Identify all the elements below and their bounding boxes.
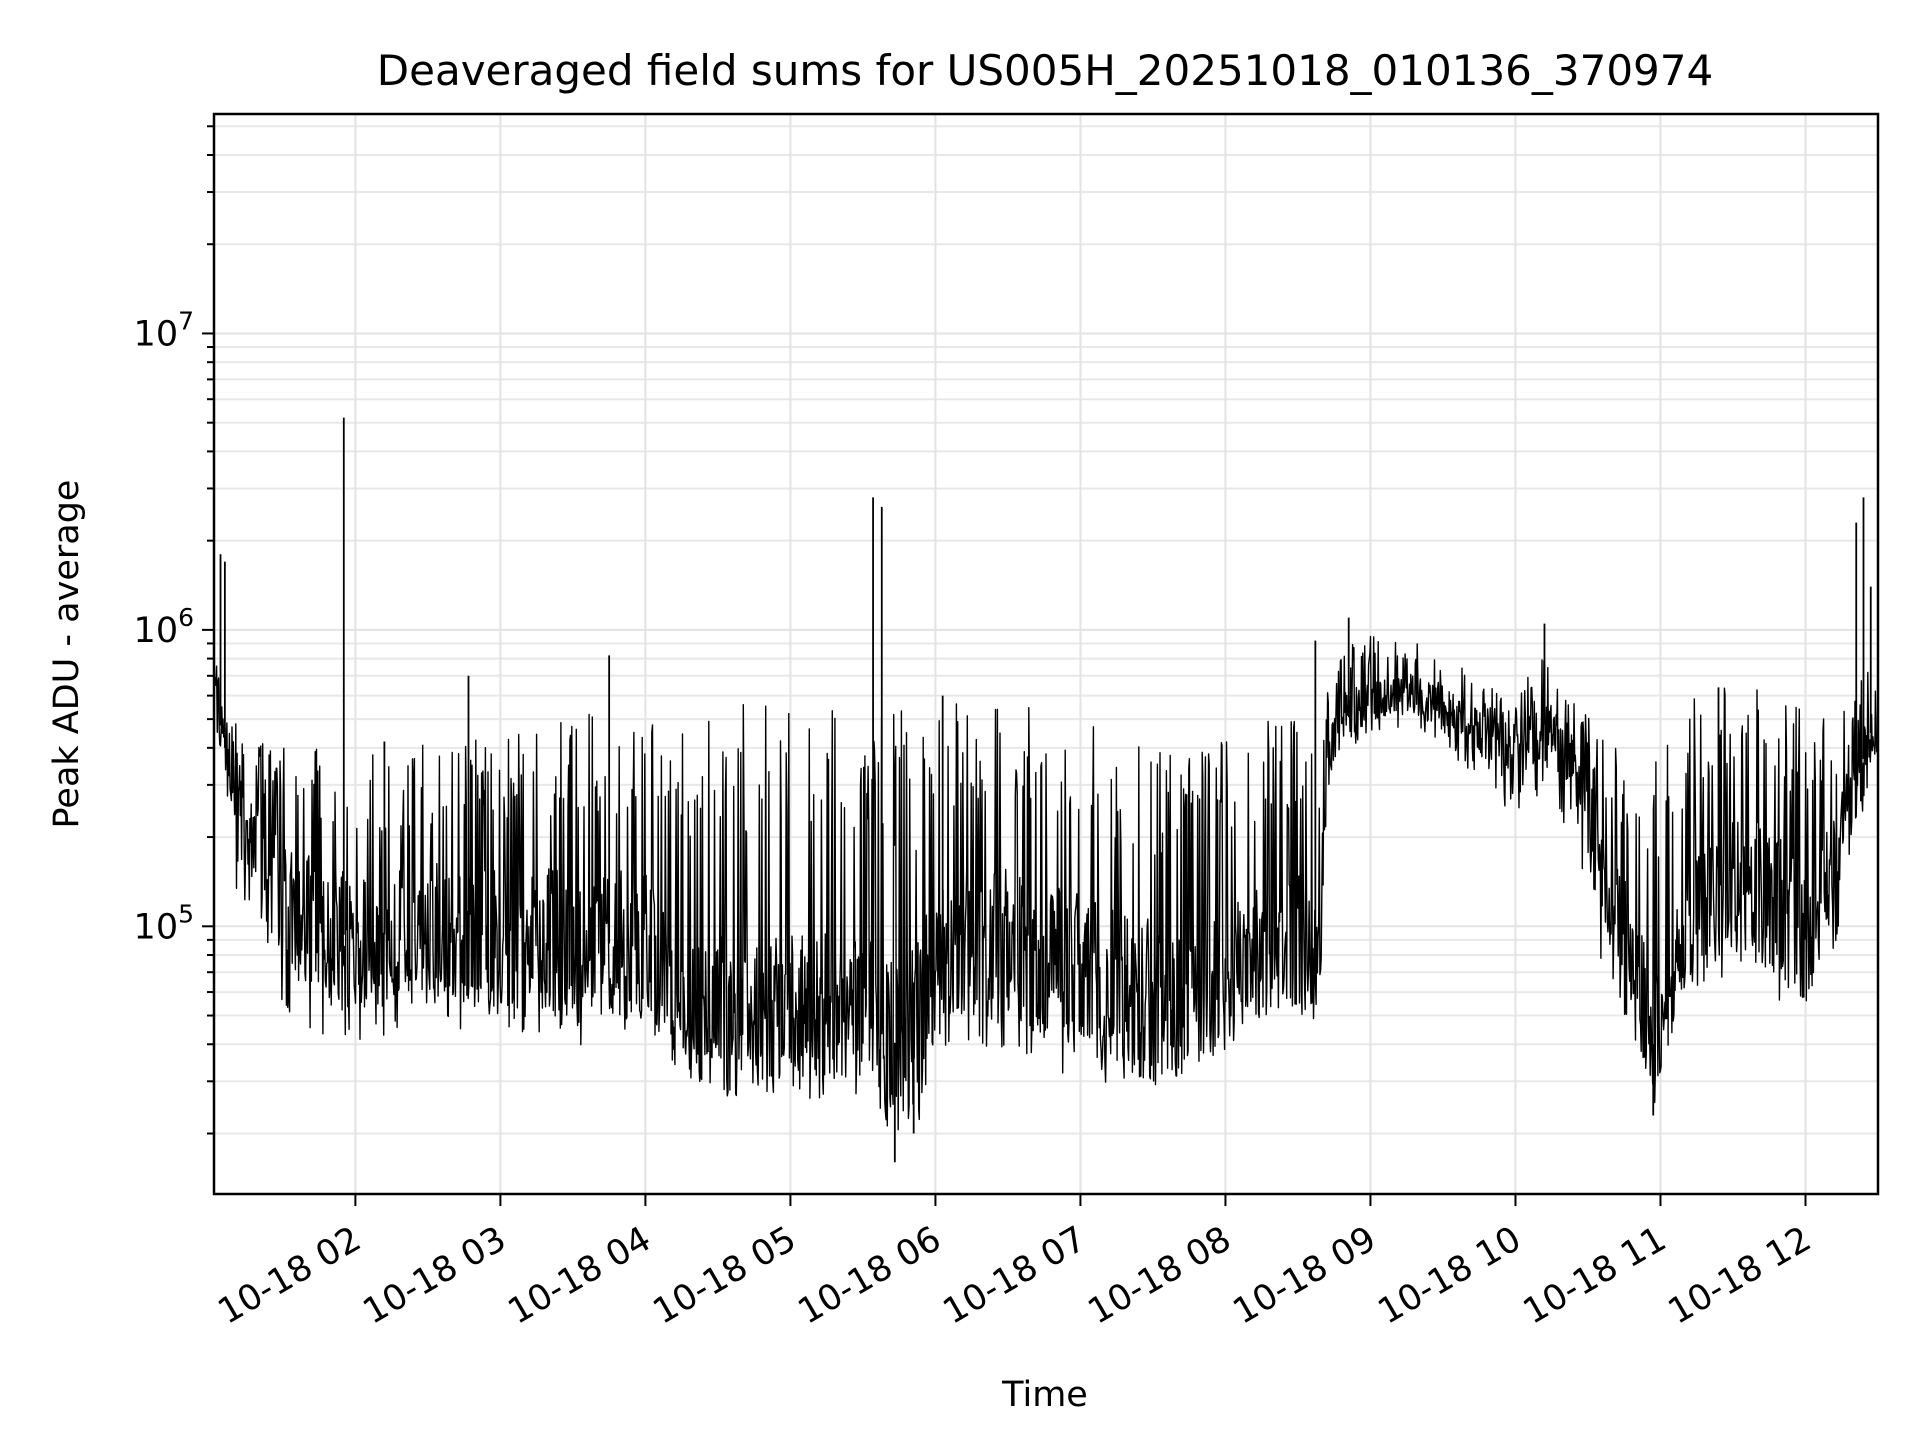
spike-markers (219, 417, 1872, 1163)
data-series (214, 635, 1879, 1131)
y-tick-label: 107 (134, 306, 194, 354)
plot-frame (212, 112, 1880, 1196)
chart-title: Deaveraged field sums for US005H_2025101… (377, 46, 1713, 95)
y-axis-label: Peak ADU - average (47, 480, 87, 829)
y-tick-label: 105 (134, 899, 194, 947)
y-axis-ticks: 105 106 107 (134, 125, 214, 1135)
series-line (214, 635, 1879, 1131)
y-tick-label: 106 (134, 603, 194, 651)
x-axis-label: Time (1001, 1375, 1088, 1415)
